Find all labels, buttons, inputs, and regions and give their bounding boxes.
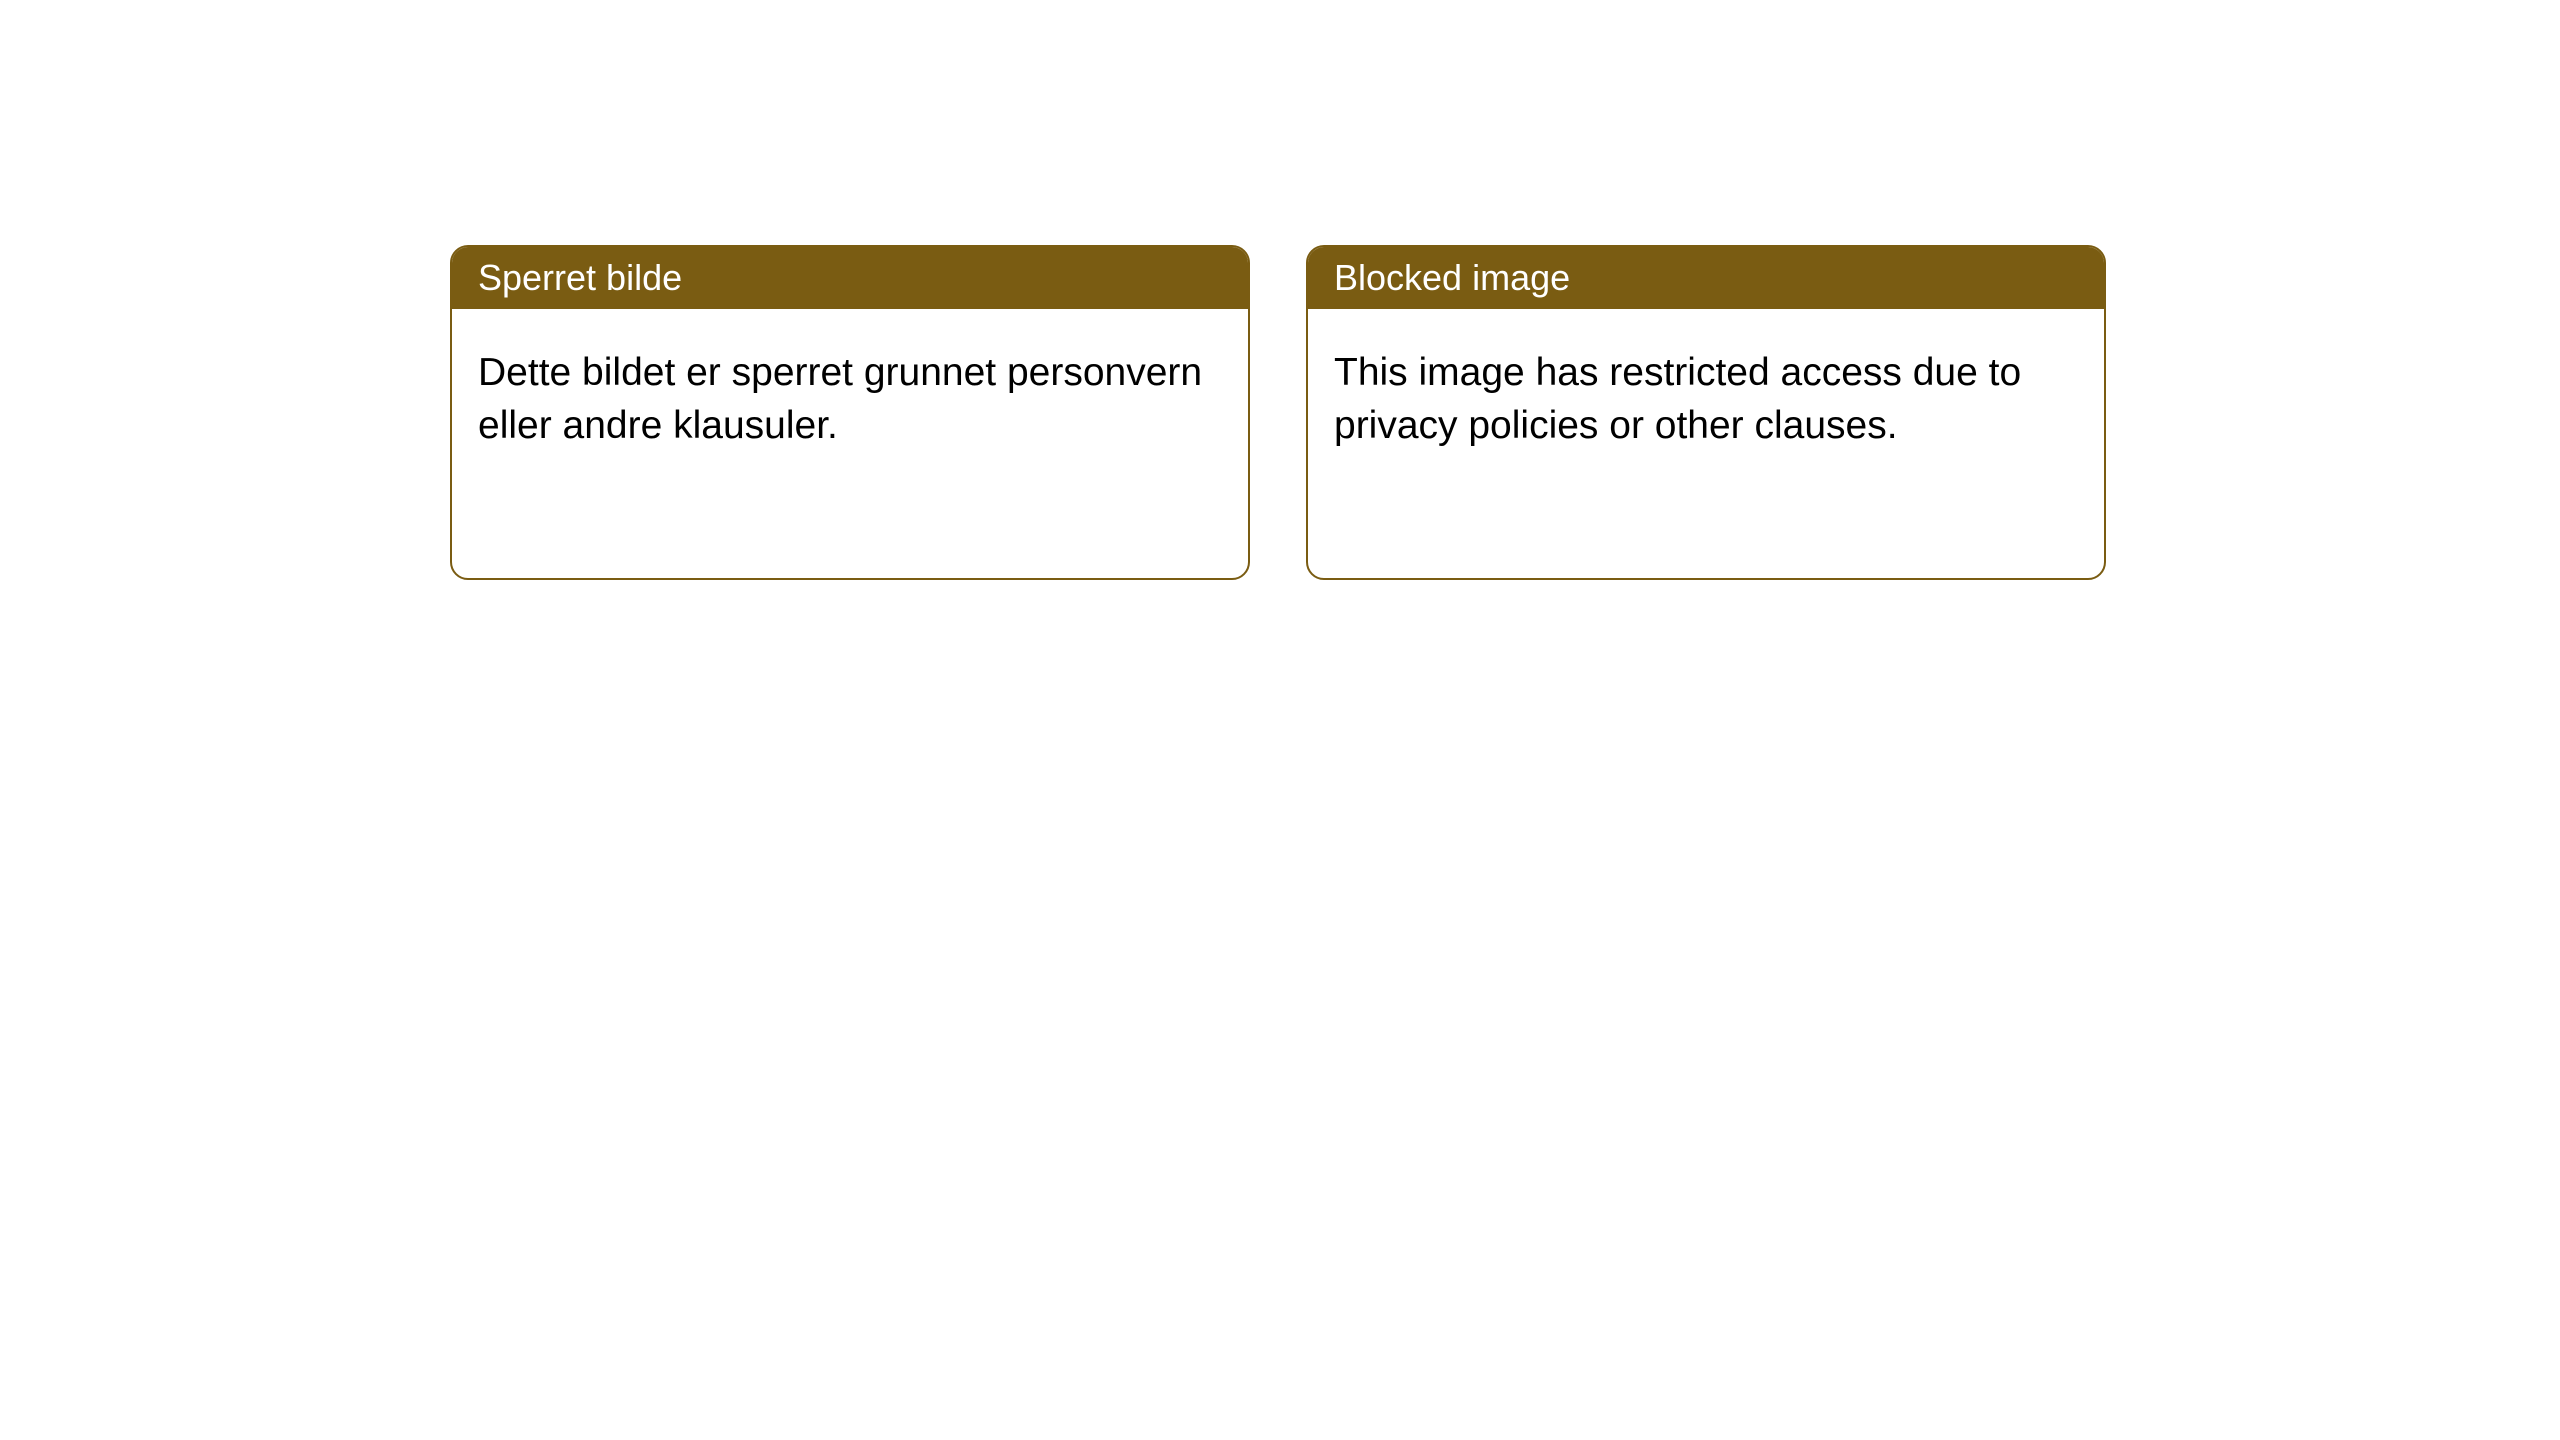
notice-card-body: This image has restricted access due to … [1308, 309, 2104, 490]
notice-card-title: Sperret bilde [452, 247, 1248, 309]
notice-cards-container: Sperret bilde Dette bildet er sperret gr… [450, 245, 2106, 580]
notice-card-title: Blocked image [1308, 247, 2104, 309]
notice-card-english: Blocked image This image has restricted … [1306, 245, 2106, 580]
notice-card-norwegian: Sperret bilde Dette bildet er sperret gr… [450, 245, 1250, 580]
notice-card-body: Dette bildet er sperret grunnet personve… [452, 309, 1248, 490]
